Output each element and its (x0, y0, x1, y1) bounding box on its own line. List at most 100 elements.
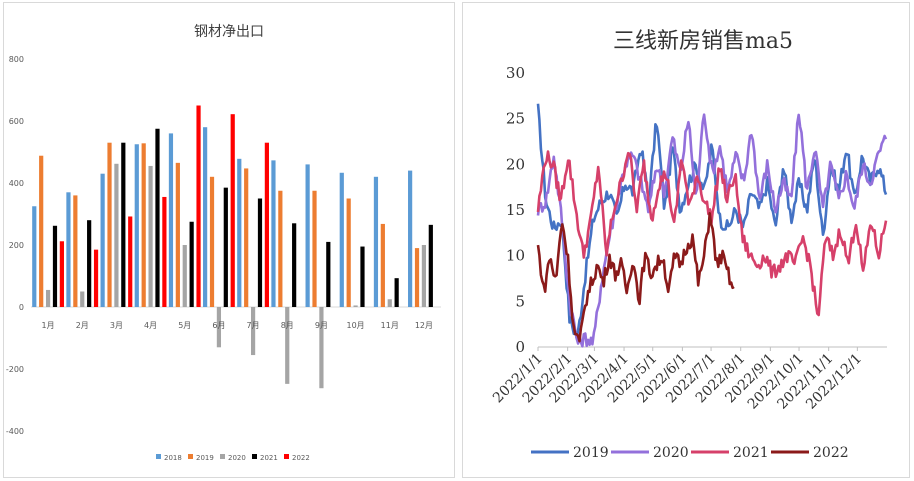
right-chart-title: 三线新房销售ma5 (613, 29, 793, 54)
legend-label-2021: 2021 (260, 454, 278, 462)
bar-2019-10 (346, 198, 351, 307)
bar-2019-2 (73, 195, 78, 307)
bar-2021-6 (223, 187, 228, 307)
new-house-sales-line-chart: 0510152025302022/1/12022/2/12022/3/12022… (490, 64, 888, 461)
legend-label-2020: 2020 (653, 445, 689, 461)
legend-label-2018: 2018 (164, 454, 182, 462)
bar-2022-7 (264, 142, 269, 307)
bar-2020-2 (80, 291, 85, 307)
bar-2019-6 (209, 176, 215, 307)
bar-2020-5 (182, 245, 187, 307)
y-tick-label: 600 (9, 117, 24, 126)
y-tick-label: 200 (9, 241, 24, 250)
legend-label-2019: 2019 (196, 454, 214, 462)
legend-label-2020: 2020 (228, 454, 246, 462)
x-tick-label: 5月 (178, 321, 191, 330)
bar-2018-8 (271, 160, 276, 307)
bar-2019-12 (414, 248, 420, 307)
net-export-chart-panel: 钢材净出口 800 600 400 200 0 -200 -400 1月 2月 3月 4月 5月 6月 7… (3, 2, 455, 478)
y-tick-label: 800 (9, 55, 24, 64)
bar-2020-7 (250, 307, 256, 356)
bar-2020-3 (114, 163, 119, 307)
bar-2018-3 (100, 173, 105, 307)
bar-2018-9 (305, 164, 310, 307)
y-tick-label: 0 (515, 338, 525, 356)
bar-2021-12 (428, 224, 433, 307)
bar-2021-11 (394, 278, 399, 307)
y-tick-label: 15 (506, 201, 525, 219)
bar-2022-1 (59, 241, 64, 307)
series-line-2021 (536, 150, 888, 317)
y-tick-label: -400 (6, 427, 24, 436)
bar-2019-4 (141, 143, 146, 307)
bar-2018-6 (203, 127, 208, 307)
x-tick-label: 12月 (415, 321, 433, 330)
x-tick-label: 7月 (247, 321, 260, 330)
series-line-2020 (536, 113, 888, 348)
bar-2019-7 (244, 168, 249, 307)
bar-2018-7 (237, 158, 242, 307)
left-chart-title: 钢材净出口 (194, 24, 264, 40)
y-tick-label: 0 (19, 303, 24, 312)
bar-2021-7 (257, 198, 263, 307)
legend-swatch-2020 (220, 454, 225, 459)
legend-swatch-2019 (188, 454, 193, 459)
y-tick-label: 20 (506, 155, 525, 173)
y-tick-label: 10 (506, 247, 525, 265)
legend-swatch-2022 (284, 454, 289, 459)
x-tick-label: 3月 (110, 321, 123, 330)
legend-swatch-2018 (156, 454, 161, 459)
legend-label-2022: 2022 (292, 454, 310, 462)
bar-2020-12 (421, 245, 427, 307)
bar-2021-9 (326, 241, 331, 307)
bar-2019-8 (278, 190, 283, 307)
x-tick-label: 9月 (315, 321, 328, 330)
bar-2019-5 (175, 162, 180, 307)
legend-swatch-2021 (252, 454, 257, 459)
bar-2019-11 (380, 223, 385, 307)
x-tick-label: 11月 (381, 321, 399, 330)
legend-label-2022: 2022 (813, 445, 849, 461)
bar-2019-9 (312, 190, 317, 307)
x-tick-label: 8月 (281, 321, 294, 330)
bar-2022-6 (230, 114, 235, 308)
bar-2021-10 (360, 246, 365, 307)
bar-2020-4 (148, 165, 153, 307)
bar-2020-8 (285, 307, 290, 384)
bar-2021-2 (87, 220, 92, 307)
bar-2022-4 (162, 196, 167, 307)
y-tick-label: 25 (506, 110, 525, 128)
bar-2020-9 (319, 307, 324, 389)
x-tick-label: 1月 (42, 321, 55, 330)
bar-2022-5 (196, 105, 201, 307)
bar-2020-11 (387, 299, 392, 307)
y-tick-label: -200 (6, 365, 24, 374)
bar-2018-10 (339, 172, 344, 307)
x-tick-label: 4月 (144, 321, 157, 330)
bar-2020-1 (45, 289, 51, 307)
sales-chart-panel: 三线新房销售ma5 0 5 10 15 20 25 30 2022/1/1 2022/2/1 20… (462, 2, 910, 478)
y-tick-label: 400 (9, 179, 24, 188)
bar-2021-1 (52, 225, 58, 307)
bar-2018-5 (168, 133, 174, 307)
y-tick-label: 30 (506, 64, 525, 82)
legend-label-2021: 2021 (733, 445, 769, 461)
legend-label-2019: 2019 (573, 445, 609, 461)
bar-2022-2 (93, 249, 99, 307)
y-tick-label: 5 (515, 292, 525, 310)
bar-2022-3 (128, 216, 133, 307)
bar-2018-12 (408, 170, 413, 307)
series-line-2019 (536, 103, 888, 340)
bar-2018-11 (373, 176, 379, 307)
bar-2019-3 (107, 142, 112, 307)
bar-2019-1 (39, 155, 44, 307)
bar-2021-8 (292, 223, 297, 307)
bar-2020-6 (216, 307, 222, 348)
bar-2018-1 (32, 206, 37, 307)
bar-2021-3 (121, 142, 126, 307)
x-tick-label: 2月 (76, 321, 89, 330)
bar-2018-4 (134, 144, 139, 307)
bar-2021-4 (155, 128, 160, 307)
net-export-bar-chart: 800 600 400 200 0 -200 -400 1月 2月 3月 4月 5月 6月 7月 8月 9月 1… (6, 55, 441, 462)
bar-2018-2 (66, 192, 71, 307)
